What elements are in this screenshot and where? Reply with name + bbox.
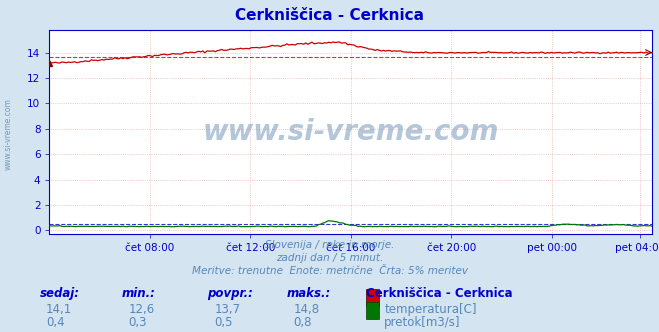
Text: povpr.:: povpr.: bbox=[208, 287, 254, 300]
Text: maks.:: maks.: bbox=[287, 287, 331, 300]
Text: Slovenija / reke in morje.: Slovenija / reke in morje. bbox=[265, 240, 394, 250]
Text: 0,4: 0,4 bbox=[46, 316, 65, 329]
Text: 13,7: 13,7 bbox=[214, 303, 241, 316]
Text: temperatura[C]: temperatura[C] bbox=[384, 303, 476, 316]
Text: Meritve: trenutne  Enote: metrične  Črta: 5% meritev: Meritve: trenutne Enote: metrične Črta: … bbox=[192, 266, 467, 276]
Text: 12,6: 12,6 bbox=[129, 303, 155, 316]
Text: www.si-vreme.com: www.si-vreme.com bbox=[203, 118, 499, 146]
Text: pretok[m3/s]: pretok[m3/s] bbox=[384, 316, 461, 329]
Text: 0,8: 0,8 bbox=[293, 316, 312, 329]
Text: 0,3: 0,3 bbox=[129, 316, 147, 329]
Text: zadnji dan / 5 minut.: zadnji dan / 5 minut. bbox=[276, 253, 383, 263]
Text: 14,8: 14,8 bbox=[293, 303, 320, 316]
Text: 14,1: 14,1 bbox=[46, 303, 72, 316]
Text: Cerkniščica - Cerknica: Cerkniščica - Cerknica bbox=[366, 287, 512, 300]
Text: www.si-vreme.com: www.si-vreme.com bbox=[3, 99, 13, 170]
Text: sedaj:: sedaj: bbox=[40, 287, 80, 300]
Text: Cerkniščica - Cerknica: Cerkniščica - Cerknica bbox=[235, 8, 424, 23]
Text: 0,5: 0,5 bbox=[214, 316, 233, 329]
Text: min.:: min.: bbox=[122, 287, 156, 300]
